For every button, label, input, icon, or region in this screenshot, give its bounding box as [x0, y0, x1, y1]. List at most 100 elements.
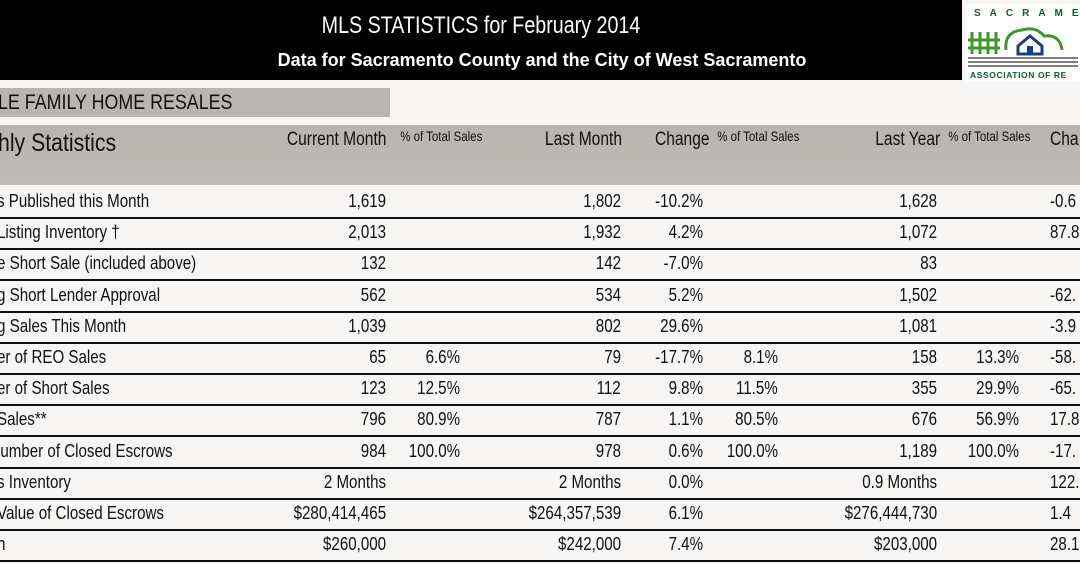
cell-label: er of Short Sales	[0, 378, 110, 399]
cell-change1: 6.1%	[668, 503, 703, 523]
cell-pct3: 100.0%	[967, 440, 1019, 461]
cell-change1: -10.2%	[655, 191, 703, 211]
cell-last-year: $203,000	[873, 534, 937, 555]
header-last-year: Last Year	[875, 129, 940, 150]
table-row: Sales** 796 80.9% 787 1.1% 80.5% 676 56.9% 17.8	[0, 404, 1080, 438]
cell-current: 65	[369, 347, 386, 367]
cell-label: Listing Inventory †	[0, 222, 120, 243]
cell-label: g Sales This Month	[0, 315, 127, 336]
cell-current: 123	[360, 378, 386, 399]
cell-label: n	[0, 534, 5, 555]
cell-last-year: 355	[911, 378, 937, 399]
cell-current: 1,619	[348, 191, 386, 211]
cell-pct3: 56.9%	[976, 409, 1019, 430]
table-row: s Inventory 2 Months 2 Months 0.0% 0.9 Month…	[0, 467, 1080, 500]
table-row: er of REO Sales 65 6.6% 79 -17.7% 8.1% 158 13.3…	[0, 342, 1080, 375]
cell-last-year: 83	[920, 253, 937, 274]
cell-change2: -3.9	[1050, 315, 1077, 336]
cell-change2: 1.4	[1050, 503, 1072, 523]
header-change-year: Cha	[1050, 129, 1079, 150]
cell-change1: 7.4%	[668, 534, 703, 555]
section-title-bar: LE FAMILY HOME RESALES	[0, 88, 390, 117]
cell-change1: 9.8%	[668, 378, 703, 399]
logo-bridge-house-icon	[968, 27, 1078, 67]
header-change-month: Change	[655, 129, 710, 150]
cell-pct1: 6.6%	[425, 347, 460, 367]
cell-current: 796	[360, 409, 386, 430]
page-title: MLS STATISTICS for February 2014	[321, 12, 641, 39]
cell-pct3: 29.9%	[976, 378, 1019, 399]
cell-change2: 122.	[1050, 471, 1080, 492]
section-title: LE FAMILY HOME RESALES	[0, 91, 233, 114]
cell-last-year: 676	[911, 409, 937, 430]
cell-change1: 5.2%	[668, 284, 703, 305]
cell-label: Sales**	[0, 409, 47, 430]
header-statistics: hly Statistics	[0, 129, 117, 157]
cell-last-month: 2 Months	[558, 471, 621, 492]
table-header: hly Statistics Current Month % of Total …	[0, 125, 1080, 185]
cell-pct2: 8.1%	[743, 347, 778, 367]
cell-pct1: 12.5%	[417, 378, 460, 399]
cell-pct2: 80.5%	[735, 409, 778, 430]
cell-change1: 1.1%	[668, 409, 703, 430]
table-row: n $260,000 $242,000 7.4% $203,000 28.1	[0, 529, 1080, 563]
cell-current: 984	[360, 440, 386, 461]
cell-label: s Published this Month	[0, 191, 150, 211]
table-row: lumber of Closed Escrows 984 100.0% 978 0.6%…	[0, 436, 1080, 469]
cell-last-month: 1,802	[583, 191, 621, 211]
cell-last-year: 1,072	[899, 222, 937, 243]
cell-current: $280,414,465	[293, 503, 386, 523]
table-row: e Short Sale (included above) 132 142 -7.0%…	[0, 248, 1080, 282]
header-last-month: Last Month	[544, 129, 622, 150]
header-pct-last-month: % of Total Sales	[717, 128, 800, 144]
cell-current: 1,039	[348, 315, 386, 336]
cell-pct1: 100.0%	[408, 440, 460, 461]
cell-last-month: $264,357,539	[528, 503, 621, 523]
cell-change1: 0.0%	[668, 471, 703, 492]
logo-bottom-text: ASSOCIATION OF RE	[970, 70, 1067, 80]
cell-last-month: 534	[595, 284, 621, 305]
cell-change1: -7.0%	[663, 253, 703, 274]
cell-last-month: 1,932	[583, 222, 621, 243]
sacramento-association-logo: SACRAMENTO ASSOCIATION OF RE	[966, 4, 1080, 82]
cell-change1: 0.6%	[668, 440, 703, 461]
cell-last-year: 158	[911, 347, 937, 367]
cell-current: 132	[360, 253, 386, 274]
cell-pct1: 80.9%	[417, 409, 460, 430]
cell-last-year: 0.9 Months	[862, 471, 937, 492]
cell-label: g Short Lender Approval	[0, 284, 161, 305]
cell-pct3: 13.3%	[976, 347, 1019, 367]
cell-change2: -58.	[1050, 347, 1077, 367]
cell-last-year: $276,444,730	[844, 503, 937, 523]
cell-current: 2 Months	[323, 471, 386, 492]
cell-label: lumber of Closed Escrows	[0, 440, 173, 461]
cell-last-year: 1,628	[899, 191, 937, 211]
cell-change2: -17.	[1050, 440, 1077, 461]
cell-last-month: 978	[595, 440, 621, 461]
header-pct-current: % of Total Sales	[400, 128, 483, 144]
cell-last-month: 142	[595, 253, 621, 274]
table-row: er of Short Sales 123 12.5% 112 9.8% 11.5% 355…	[0, 373, 1080, 407]
cell-current: $260,000	[322, 534, 386, 555]
cell-last-month: $242,000	[557, 534, 621, 555]
cell-pct2: 11.5%	[736, 378, 778, 399]
cell-change2: 17.8	[1050, 409, 1080, 430]
title-banner: MLS STATISTICS for February 2014 Data fo…	[0, 0, 962, 80]
cell-label: Value of Closed Escrows	[0, 503, 164, 523]
cell-last-month: 787	[595, 409, 621, 430]
cell-last-year: 1,081	[899, 315, 937, 336]
table-row: s Published this Month 1,619 1,802 -10.2% 1,…	[0, 186, 1080, 219]
table-row: g Sales This Month 1,039 802 29.6% 1,081 -3.9	[0, 311, 1080, 344]
cell-last-month: 112	[596, 378, 621, 399]
table-row: Value of Closed Escrows $280,414,465 $264,…	[0, 498, 1080, 531]
cell-change1: 29.6%	[660, 315, 703, 336]
cell-last-year: 1,189	[899, 440, 937, 461]
cell-label: e Short Sale (included above)	[0, 253, 197, 274]
logo-top-text: SACRAMENTO	[974, 8, 1080, 19]
cell-change1: 4.2%	[668, 222, 703, 243]
cell-current: 2,013	[348, 222, 386, 243]
cell-change2: 87.8	[1050, 222, 1080, 243]
cell-change2: 28.1	[1050, 534, 1080, 555]
cell-last-month: 802	[595, 315, 621, 336]
cell-last-month: 79	[604, 347, 621, 367]
